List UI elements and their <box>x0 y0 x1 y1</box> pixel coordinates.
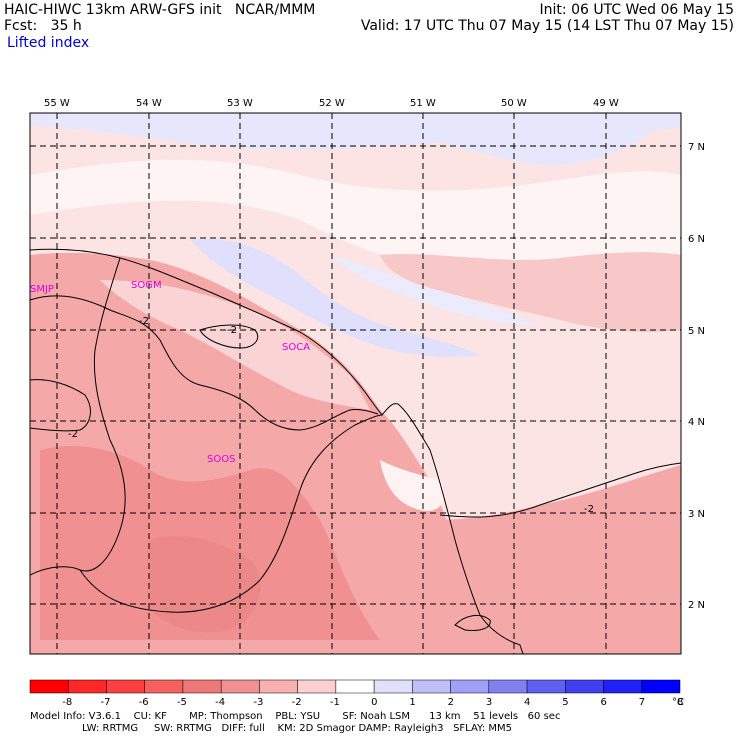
colorbar-swatch <box>106 679 145 694</box>
colorbar-swatch <box>29 679 69 694</box>
colorbar-swatch <box>182 679 222 694</box>
lat-tick-labels: 7 N 6 N 5 N 4 N 3 N 2 N <box>688 142 705 611</box>
field-coastal-light <box>100 280 370 410</box>
variable-name: Lifted index <box>7 35 90 51</box>
field-land-southeast <box>430 465 681 654</box>
station-label: SOGM <box>131 280 162 291</box>
header-left: HAIC-HIWC 13km ARW-GFS init NCAR/MMM Fcs… <box>4 2 315 34</box>
contour-label: -2 <box>139 316 149 327</box>
lon-label: 53 W <box>227 98 253 109</box>
header-right: Init: 06 UTC Wed 06 May 15 Valid: 17 UTC… <box>361 2 734 34</box>
lat-label: 2 N <box>688 600 705 611</box>
colorbar-tick-label: 2 <box>448 697 454 708</box>
field-land-deep-2 <box>150 536 261 633</box>
station-label: SOOS <box>207 454 235 465</box>
colorbar-tick-label: -6 <box>139 697 149 708</box>
colorbar-swatch <box>641 679 681 694</box>
coastline <box>30 248 524 654</box>
colorbar-tick-label: 7 <box>639 697 645 708</box>
colorbar-swatch <box>67 679 107 694</box>
field-blue-band-2 <box>190 239 480 357</box>
lat-label: 5 N <box>688 326 705 337</box>
colorbar-swatch <box>335 679 375 694</box>
map-plot-area <box>30 113 681 654</box>
colorbar-tick-label: -7 <box>100 697 110 708</box>
colorbar-swatch <box>144 679 184 694</box>
colorbar-tick-label: 5 <box>562 697 568 708</box>
init-time: Init: 06 UTC Wed 06 May 15 <box>539 2 734 18</box>
contour-line-5 <box>454 614 491 631</box>
colorbar-tick-label: 0 <box>371 697 377 708</box>
border-suriname-french-guiana <box>30 257 126 576</box>
lat-label: 7 N <box>688 142 705 153</box>
colorbar: -8 -7 -6 -5 -4 -3 -2 -1 0 1 2 3 4 5 6 7 8°C <box>29 679 684 708</box>
colorbar-tick-label: -5 <box>177 697 187 708</box>
contour-line-3 <box>30 379 91 432</box>
forecast-hour: Fcst: 35 h <box>4 18 82 34</box>
lon-tick-labels: 55 W 54 W 53 W 52 W 51 W 50 W 49 W <box>44 98 619 109</box>
field-coastal-white <box>380 460 444 511</box>
lon-label: 55 W <box>44 98 70 109</box>
colorbar-tick-label: -2 <box>292 697 302 708</box>
field-pink-offshore <box>380 252 681 332</box>
valid-time: Valid: 17 UTC Thu 07 May 15 (14 LST Thu … <box>360 18 734 34</box>
colorbar-tick-label: -1 <box>330 697 340 708</box>
lat-label: 6 N <box>688 234 705 245</box>
colorbar-swatch <box>373 679 413 694</box>
footer-physics-info: LW: RRTMG SW: RRTMG DIFF: full KM: 2D Sm… <box>82 723 512 734</box>
contour-line-4 <box>439 462 681 518</box>
contour-label: -2 <box>584 504 594 515</box>
contour-label: -2 <box>227 325 237 336</box>
lon-label: 54 W <box>136 98 162 109</box>
contour-line-2 <box>199 324 259 349</box>
colorbar-swatch <box>220 679 260 694</box>
station-label: SOCA <box>282 342 310 353</box>
colorbar-swatch <box>412 679 451 694</box>
lon-label: 49 W <box>593 98 619 109</box>
lat-label: 4 N <box>688 417 705 428</box>
lat-lon-grid <box>30 113 681 654</box>
model-title: HAIC-HIWC 13km ARW-GFS init NCAR/MMM <box>4 2 316 18</box>
colorbar-tick-label: 8 <box>677 697 683 708</box>
lon-label: 52 W <box>319 98 345 109</box>
colorbar-tick-label: 3 <box>486 697 492 708</box>
lon-label: 51 W <box>410 98 436 109</box>
colorbar-unit: °C <box>672 697 684 708</box>
colorbar-swatch <box>450 679 490 694</box>
colorbar-swatch <box>259 679 298 694</box>
colorbar-tick-label: 6 <box>601 697 607 708</box>
colorbar-tick-label: -4 <box>215 697 225 708</box>
field-blue-band-4 <box>330 255 540 325</box>
colorbar-tick-label: 1 <box>409 697 415 708</box>
colorbar-tick-label: -3 <box>253 697 263 708</box>
contour-label: -2 <box>68 429 78 440</box>
colorbar-swatch <box>297 679 337 694</box>
lat-label: 3 N <box>688 509 705 520</box>
footer-model-info: Model Info: V3.6.1 CU: KF MP: Thompson P… <box>30 711 561 722</box>
map-frame <box>29 112 682 655</box>
colorbar-tick-label: 4 <box>524 697 530 708</box>
colorbar-swatch <box>488 679 528 694</box>
colorbar-swatch <box>565 679 604 694</box>
lon-label: 50 W <box>501 98 527 109</box>
field-band-white <box>30 159 681 270</box>
contour-line-1 <box>30 295 379 431</box>
border-french-guiana-brazil <box>79 414 383 613</box>
station-label: SMJP <box>30 284 54 295</box>
colorbar-swatch <box>603 679 643 694</box>
colorbar-tick-label: -8 <box>62 697 72 708</box>
colorbar-swatch <box>526 679 566 694</box>
field-blue-band-3 <box>380 118 660 165</box>
